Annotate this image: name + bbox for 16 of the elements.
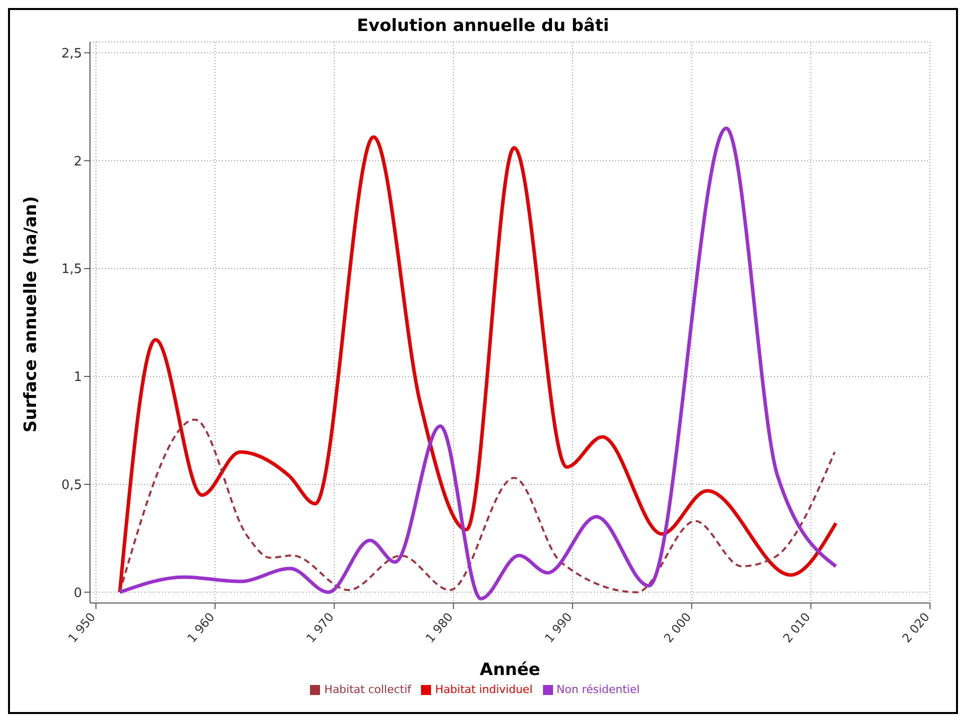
legend-label: Non résidentiel — [556, 683, 640, 696]
legend-label: Habitat individuel — [435, 683, 532, 696]
x-tick-label: 2 010 — [780, 610, 814, 646]
line-series — [118, 418, 836, 594]
legend-label: Habitat collectif — [324, 683, 412, 696]
y-tick-label: 0 — [74, 586, 82, 601]
y-tick-label: 2,5 — [61, 46, 82, 62]
x-tick-label: 2 000 — [661, 610, 694, 646]
x-axis-title: Année — [480, 660, 540, 680]
y-tick-label: 0,5 — [61, 478, 82, 493]
chart-title: Evolution annuelle du bâti — [356, 16, 610, 36]
y-tick-label: 1,5 — [61, 262, 82, 278]
x-tick-label: 2 020 — [899, 610, 932, 646]
y-tick-label: 1 — [74, 370, 82, 386]
y-tick-label: 2 — [74, 154, 82, 170]
y-axis-title: Surface annuelle (ha/an) — [21, 196, 42, 432]
